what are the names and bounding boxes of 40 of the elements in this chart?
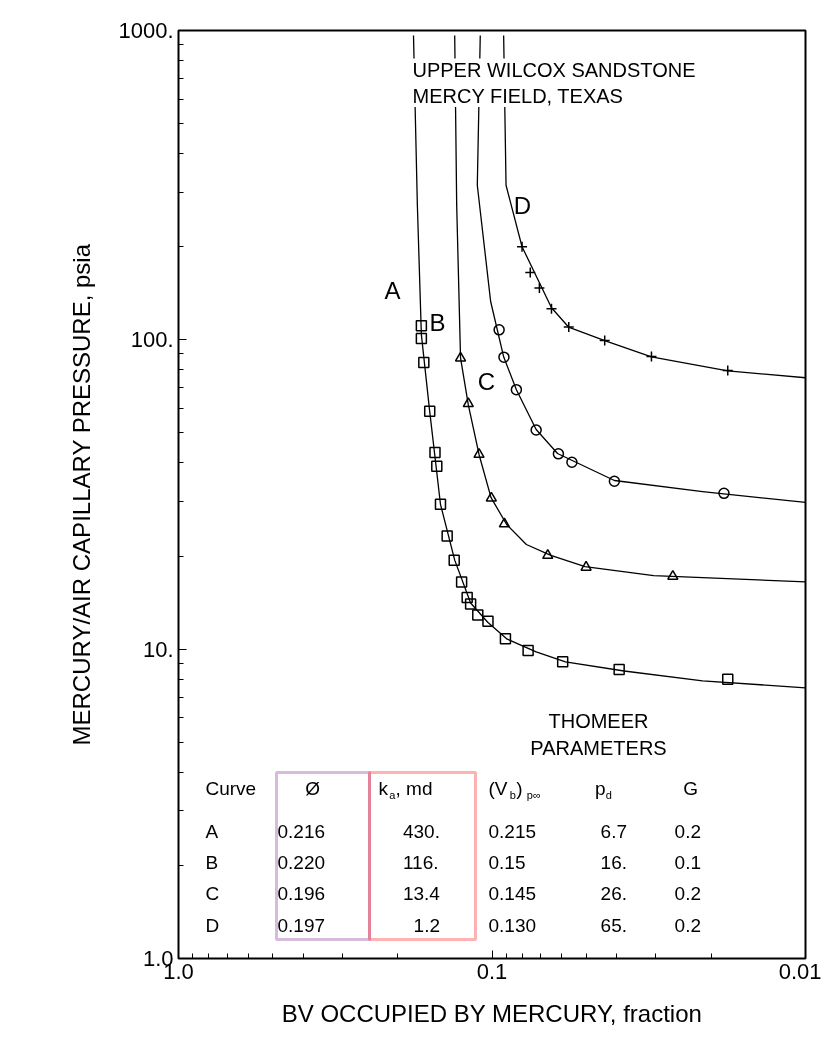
y-axis-title: MERCURY/AIR CAPILLARY PRESSURE, psia <box>68 243 96 746</box>
annotation: C <box>477 368 496 395</box>
x-axis-title: BV OCCUPIED BY MERCURY, fraction <box>281 999 702 1027</box>
annotation: 6.7 <box>600 821 627 842</box>
annotation: 26. <box>600 883 627 904</box>
annotation: 0.145 <box>488 883 537 904</box>
y-tick-label: 100. <box>130 327 174 353</box>
text: UPPER WILCOX SANDSTONE MERCY FIELD, TEXAS <box>412 58 696 107</box>
y-tick-label: 10. <box>142 636 174 662</box>
annotation: D <box>513 192 532 219</box>
annotation: Ø <box>305 778 321 799</box>
annotation: 0.15 <box>488 852 526 873</box>
annotation: 0.215 <box>488 821 537 842</box>
annotation: A <box>205 821 219 842</box>
annotation: 1.2 <box>413 915 440 936</box>
annotation: 13.4 <box>402 883 441 904</box>
annotation: A <box>384 277 401 304</box>
annotation: B <box>429 309 446 336</box>
annotation: C <box>205 883 220 904</box>
annotation: 0.2 <box>674 883 701 904</box>
annotation: 0.1 <box>674 852 701 873</box>
annotation: 0.196 <box>277 883 326 904</box>
annotation: 116. <box>402 852 439 873</box>
annotation: 0.2 <box>674 915 701 936</box>
annotation: 16. <box>600 852 627 873</box>
annotation: 0.220 <box>277 852 326 873</box>
y-tick-label: 1000. <box>118 18 174 43</box>
annotation: Curve <box>205 778 257 799</box>
annotation: 0.130 <box>488 915 537 936</box>
annotation: 0.2 <box>674 821 701 842</box>
annotation: 0.216 <box>277 821 326 842</box>
annotation: 0.197 <box>277 915 326 936</box>
annotation: D <box>205 915 220 936</box>
x-tick-label: 0.01 <box>778 958 821 984</box>
annotation: G <box>683 778 698 799</box>
annotation: B <box>205 852 219 873</box>
annotation: 65. <box>600 915 627 936</box>
annotation: 430. <box>402 821 440 842</box>
x-tick-label: 0.1 <box>476 958 508 984</box>
annotation: THOMEER PARAMETERS <box>530 710 667 759</box>
